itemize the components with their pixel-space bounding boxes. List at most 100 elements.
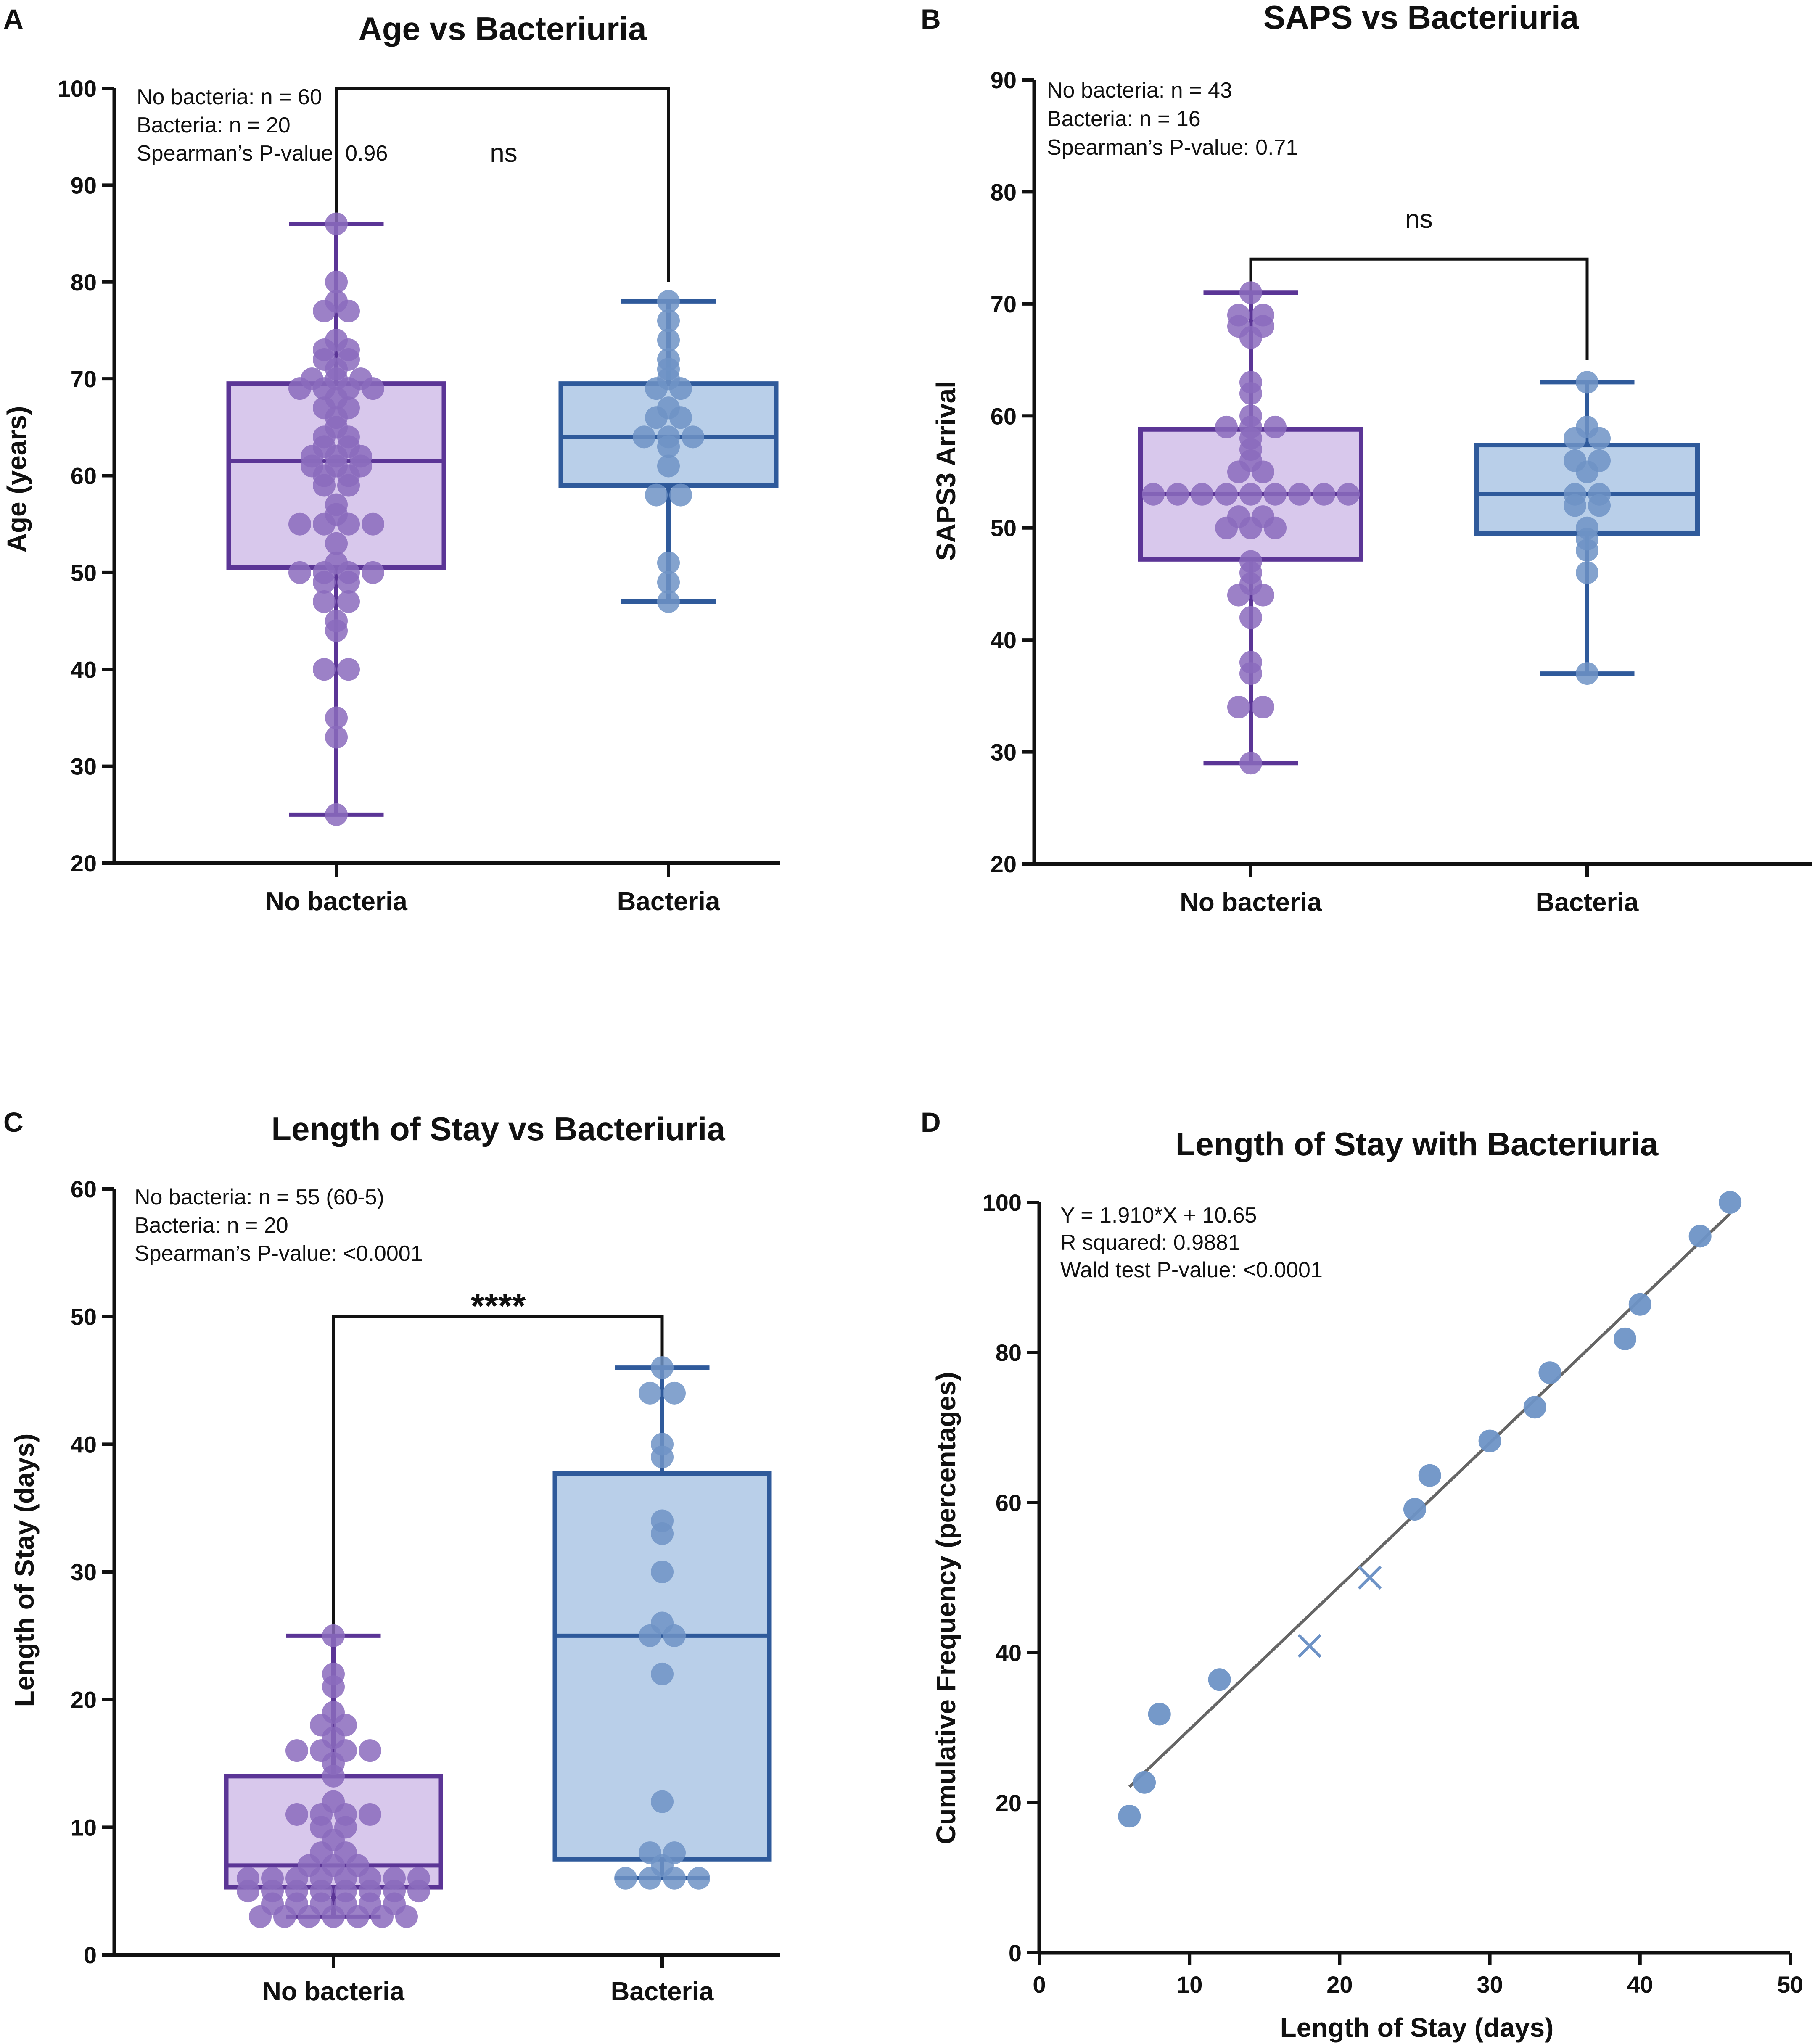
no-bacteria-data-point	[298, 1905, 320, 1928]
y-tick-label: 20	[71, 850, 97, 877]
bacteria-data-point	[669, 483, 692, 507]
no-bacteria-data-point	[273, 1905, 296, 1928]
bacteria-data-point	[682, 425, 704, 449]
no-bacteria-data-point	[1239, 483, 1262, 506]
x-tick-label: 0	[1033, 1971, 1046, 1998]
bacteria-data-point	[633, 425, 655, 449]
scatter-point	[1719, 1191, 1742, 1214]
bacteria-data-point	[687, 1867, 710, 1890]
no-bacteria-data-point	[1264, 516, 1287, 539]
bacteria-data-point	[1576, 539, 1598, 562]
no-bacteria-data-point	[1239, 281, 1262, 304]
panel-a-title: Age vs Bacteriuria	[359, 10, 647, 47]
bacteria-data-point	[614, 1867, 637, 1890]
panel-letter-a: A	[3, 3, 24, 34]
no-bacteria-data-point	[362, 512, 384, 536]
y-tick-label: 0	[1009, 1940, 1022, 1966]
no-bacteria-data-point	[337, 299, 360, 322]
y-tick-label: 20	[71, 1687, 97, 1713]
no-bacteria-data-point	[288, 512, 311, 536]
panel-d-y-axis-label: Cumulative Frequency (percentages)	[931, 1372, 961, 1844]
y-tick-label: 50	[71, 560, 97, 586]
panel-b-category-label-bacteria: Bacteria	[1536, 888, 1639, 917]
panel-c-plot: 0 10 20 30 40 50 60	[71, 1176, 780, 1968]
bacteria-data-point	[657, 290, 680, 313]
panel-a-category-label-bacteria: Bacteria	[617, 887, 720, 916]
excluded-point-marker	[1358, 1566, 1382, 1590]
no-bacteria-data-point	[1239, 326, 1262, 349]
excluded-point-marker	[1297, 1634, 1322, 1658]
no-bacteria-data-point	[1252, 460, 1274, 483]
panel-b-plot: 20 30 40 50 60 70 80 90	[991, 67, 1812, 877]
no-bacteria-data-point	[325, 706, 348, 729]
bacteria-data-point	[1576, 460, 1598, 483]
no-bacteria-data-point	[325, 619, 348, 642]
panel-a-stat-line-3: Spearman’s P-value: 0.96	[137, 141, 388, 166]
no-bacteria-data-point	[337, 570, 360, 594]
y-tick-label: 60	[71, 1176, 97, 1202]
no-bacteria-data-point	[1215, 415, 1238, 438]
no-bacteria-data-point	[1166, 483, 1189, 506]
bacteria-data-point	[651, 1445, 674, 1468]
bacteria-data-point	[669, 377, 692, 400]
no-bacteria-data-point	[1252, 696, 1274, 718]
y-tick-label: 90	[71, 172, 97, 198]
panel-b-y-axis-label: SAPS3 Arrival	[931, 381, 961, 561]
no-bacteria-data-point	[313, 658, 336, 681]
y-tick-label: 40	[71, 656, 97, 683]
no-bacteria-data-point	[237, 1880, 259, 1903]
y-tick-label: 50	[991, 515, 1017, 541]
no-bacteria-data-point	[1239, 516, 1262, 539]
no-bacteria-data-point	[322, 1764, 345, 1788]
scatter-point	[1133, 1771, 1156, 1794]
y-tick-label: 20	[996, 1790, 1022, 1816]
no-bacteria-data-point	[325, 270, 348, 293]
y-tick-label: 100	[983, 1189, 1022, 1216]
no-bacteria-data-point	[407, 1880, 430, 1903]
no-bacteria-data-point	[1264, 483, 1287, 506]
y-tick-label: 90	[991, 67, 1017, 93]
y-tick-label: 60	[991, 403, 1017, 429]
y-tick-label: 0	[84, 1942, 97, 1968]
y-tick-label: 30	[71, 753, 97, 780]
bacteria-data-point	[663, 1381, 686, 1405]
panel-d: D Length of Stay with Bacteriuria Cumula…	[921, 1107, 1803, 2043]
panel-d-title: Length of Stay with Bacteriuria	[1176, 1125, 1659, 1162]
panel-c-category-label-no-bacteria: No bacteria	[262, 1977, 404, 2006]
no-bacteria-data-point	[359, 1803, 381, 1826]
bacteria-data-point	[645, 377, 668, 400]
bacteria-data-point	[669, 406, 692, 429]
panel-letter-d: D	[921, 1107, 941, 1138]
panel-d-plot: 0 20 40 60 80 100 0 10 20 30 40 50	[983, 1189, 1804, 1998]
no-bacteria-data-point	[285, 1803, 308, 1826]
bacteria-data-point	[663, 1867, 686, 1890]
x-tick-label: 40	[1627, 1971, 1653, 1998]
y-tick-label: 10	[71, 1814, 97, 1841]
bacteria-data-point	[651, 1662, 674, 1685]
no-bacteria-data-point	[371, 1905, 394, 1928]
no-bacteria-data-point	[346, 1905, 369, 1928]
no-bacteria-data-point	[322, 1624, 345, 1647]
bacteria-data-point	[645, 483, 668, 507]
no-bacteria-data-point	[313, 512, 336, 536]
panel-a-stat-line-2: Bacteria: n = 20	[137, 113, 291, 137]
panel-d-r-squared: R squared: 0.9881	[1060, 1231, 1240, 1255]
no-bacteria-data-point	[288, 561, 311, 584]
panel-c-stat-line-3: Spearman’s P-value: <0.0001	[135, 1241, 423, 1266]
panel-c-title: Length of Stay vs Bacteriuria	[271, 1110, 725, 1147]
panel-letter-b: B	[921, 3, 941, 34]
bacteria-data-point	[657, 454, 680, 478]
no-bacteria-data-point	[325, 532, 348, 555]
bacteria-data-point	[651, 1522, 674, 1545]
no-bacteria-data-point	[313, 590, 336, 613]
scatter-point	[1688, 1225, 1712, 1248]
no-bacteria-data-point	[395, 1905, 418, 1928]
y-tick-label: 60	[71, 463, 97, 489]
panel-d-x-axis-label: Length of Stay (days)	[1280, 2012, 1554, 2043]
no-bacteria-data-point	[322, 1905, 345, 1928]
no-bacteria-data-point	[337, 512, 360, 536]
panel-letter-c: C	[3, 1107, 24, 1138]
scatter-point	[1628, 1293, 1651, 1316]
no-bacteria-data-point	[1215, 516, 1238, 539]
bacteria-data-point	[645, 406, 668, 429]
